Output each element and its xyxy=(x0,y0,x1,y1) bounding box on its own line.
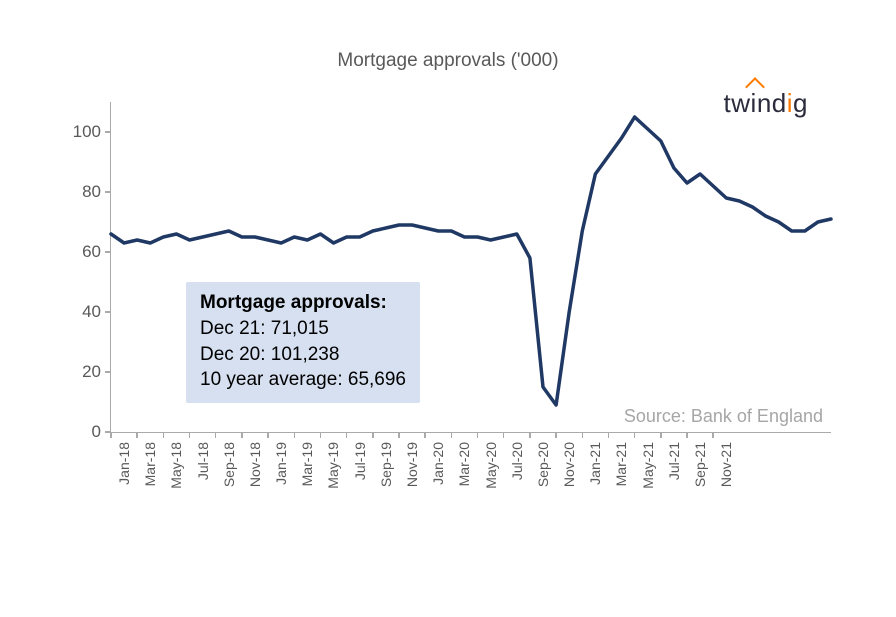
x-axis-tick-mark xyxy=(241,432,243,438)
x-axis-tick-mark xyxy=(110,432,112,438)
x-axis-tick-label: Sep-21 xyxy=(692,442,708,487)
callout-line-1: Dec 21: 71,015 xyxy=(200,316,406,342)
chart-title: Mortgage approvals ('000) xyxy=(40,50,856,72)
x-axis-tick-label: Sep-20 xyxy=(535,442,551,487)
x-axis-tick-label: Jan-19 xyxy=(273,442,289,485)
x-axis-tick-mark xyxy=(608,432,610,438)
x-axis-tick-mark xyxy=(267,432,269,438)
x-axis-tick-mark xyxy=(424,432,426,438)
x-axis-tick-label: Nov-19 xyxy=(404,442,420,487)
y-axis-tick-label: 0 xyxy=(92,422,101,442)
x-axis-tick-label: Mar-18 xyxy=(142,442,158,486)
x-axis-tick-label: Jul-18 xyxy=(195,442,211,480)
x-axis-tick-label: Mar-19 xyxy=(299,442,315,486)
y-axis-tick-mark xyxy=(105,131,111,133)
callout-line-3: 10 year average: 65,696 xyxy=(200,367,406,393)
x-axis-tick-mark xyxy=(477,432,479,438)
y-axis-tick-label: 80 xyxy=(82,182,101,202)
x-axis-tick-label: Jul-21 xyxy=(666,442,682,480)
x-axis-tick-label: Sep-18 xyxy=(221,442,237,487)
x-axis-tick-mark xyxy=(320,432,322,438)
x-axis-tick-label: Jan-18 xyxy=(116,442,132,485)
chart-container: Mortgage approvals ('000) twindig Mortga… xyxy=(40,40,856,577)
x-axis-tick-label: May-20 xyxy=(483,442,499,489)
x-axis-tick-label: Jan-21 xyxy=(587,442,603,485)
x-axis-tick-mark xyxy=(582,432,584,438)
y-axis-tick-mark xyxy=(105,251,111,253)
source-text: Source: Bank of England xyxy=(624,406,823,427)
x-axis-tick-label: Nov-20 xyxy=(561,442,577,487)
y-axis-tick-mark xyxy=(105,191,111,193)
callout-line-2: Dec 20: 101,238 xyxy=(200,342,406,368)
x-axis-tick-label: Sep-19 xyxy=(378,442,394,487)
x-axis-tick-label: May-21 xyxy=(640,442,656,489)
y-axis-tick-mark xyxy=(105,371,111,373)
x-axis-tick-mark xyxy=(660,432,662,438)
x-axis-tick-mark xyxy=(398,432,400,438)
callout-title: Mortgage approvals: xyxy=(200,292,406,314)
x-axis-tick-mark xyxy=(215,432,217,438)
x-axis-tick-label: May-18 xyxy=(168,442,184,489)
x-axis-tick-mark xyxy=(503,432,505,438)
x-axis-tick-label: Nov-18 xyxy=(247,442,263,487)
y-axis-tick-mark xyxy=(105,311,111,313)
x-axis-tick-label: May-19 xyxy=(325,442,341,489)
x-axis-tick-mark xyxy=(136,432,138,438)
x-axis-tick-mark xyxy=(294,432,296,438)
callout-box: Mortgage approvals: Dec 21: 71,015 Dec 2… xyxy=(186,282,420,403)
x-axis-tick-label: Nov-21 xyxy=(718,442,734,487)
x-axis-tick-mark xyxy=(712,432,714,438)
y-axis-tick-label: 40 xyxy=(82,302,101,322)
x-axis-tick-mark xyxy=(372,432,374,438)
x-axis-tick-mark xyxy=(189,432,191,438)
x-axis-tick-mark xyxy=(555,432,557,438)
y-axis-tick-label: 20 xyxy=(82,362,101,382)
x-axis-tick-label: Jan-20 xyxy=(430,442,446,485)
plot-area: Mortgage approvals: Dec 21: 71,015 Dec 2… xyxy=(110,102,831,433)
x-axis-tick-mark xyxy=(686,432,688,438)
x-axis-tick-mark xyxy=(634,432,636,438)
x-axis-tick-label: Mar-21 xyxy=(613,442,629,486)
y-axis-tick-label: 60 xyxy=(82,242,101,262)
x-axis-tick-mark xyxy=(451,432,453,438)
x-axis-tick-label: Jul-20 xyxy=(509,442,525,480)
y-axis-tick-label: 100 xyxy=(73,122,101,142)
x-axis-tick-label: Jul-19 xyxy=(352,442,368,480)
x-axis-tick-label: Mar-20 xyxy=(456,442,472,486)
x-axis-tick-mark xyxy=(163,432,165,438)
x-axis-tick-mark xyxy=(529,432,531,438)
x-axis-tick-mark xyxy=(346,432,348,438)
